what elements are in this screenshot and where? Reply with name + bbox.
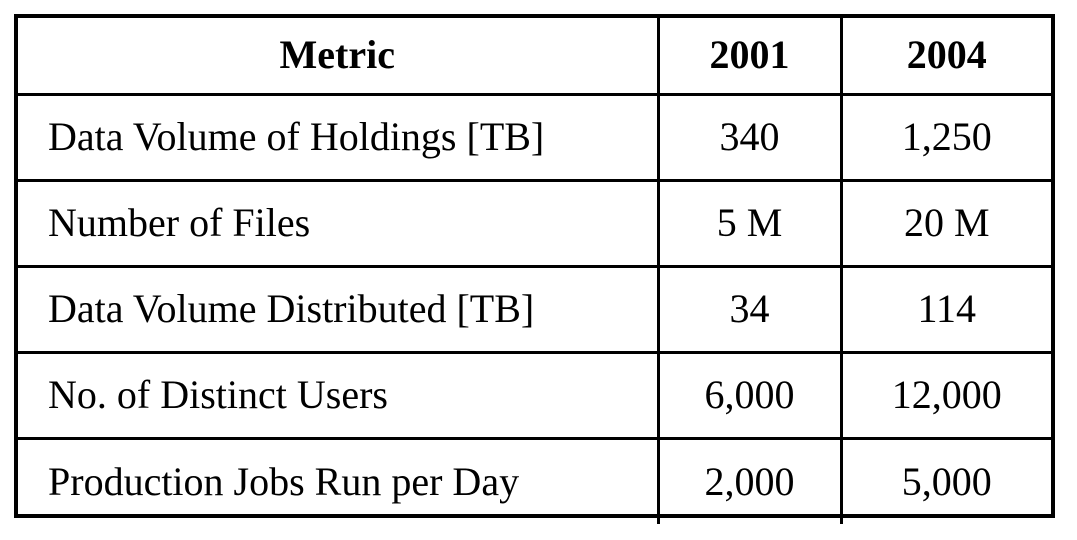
value-2001-cell: 340	[656, 92, 843, 182]
table-header-row: Metric 2001 2004	[18, 18, 1051, 96]
value-2001-cell: 2,000	[656, 436, 843, 524]
value-2004-cell: 114	[839, 264, 1051, 354]
table-row: Data Volume of Holdings [TB] 340 1,250	[18, 92, 1051, 182]
metric-cell: Number of Files	[18, 178, 660, 268]
value-2004-cell: 12,000	[839, 350, 1051, 440]
header-2001: 2001	[656, 18, 843, 96]
table-row: No. of Distinct Users 6,000 12,000	[18, 350, 1051, 440]
header-metric: Metric	[18, 18, 660, 96]
value-2004-cell: 1,250	[839, 92, 1051, 182]
metric-cell: Data Volume Distributed [TB]	[18, 264, 660, 354]
metric-cell: Production Jobs Run per Day	[18, 436, 660, 524]
metrics-table: Metric 2001 2004 Data Volume of Holdings…	[18, 18, 1051, 524]
metrics-table-frame: Metric 2001 2004 Data Volume of Holdings…	[14, 14, 1055, 524]
value-2001-cell: 5 M	[656, 178, 843, 268]
value-2001-cell: 34	[656, 264, 843, 354]
table-row: Number of Files 5 M 20 M	[18, 178, 1051, 268]
table-row: Data Volume Distributed [TB] 34 114	[18, 264, 1051, 354]
value-2004-cell: 5,000	[839, 436, 1051, 524]
value-2001-cell: 6,000	[656, 350, 843, 440]
metric-cell: No. of Distinct Users	[18, 350, 660, 440]
header-2004: 2004	[839, 18, 1051, 96]
metric-cell: Data Volume of Holdings [TB]	[18, 92, 660, 182]
table-row: Production Jobs Run per Day 2,000 5,000	[18, 436, 1051, 524]
value-2004-cell: 20 M	[839, 178, 1051, 268]
